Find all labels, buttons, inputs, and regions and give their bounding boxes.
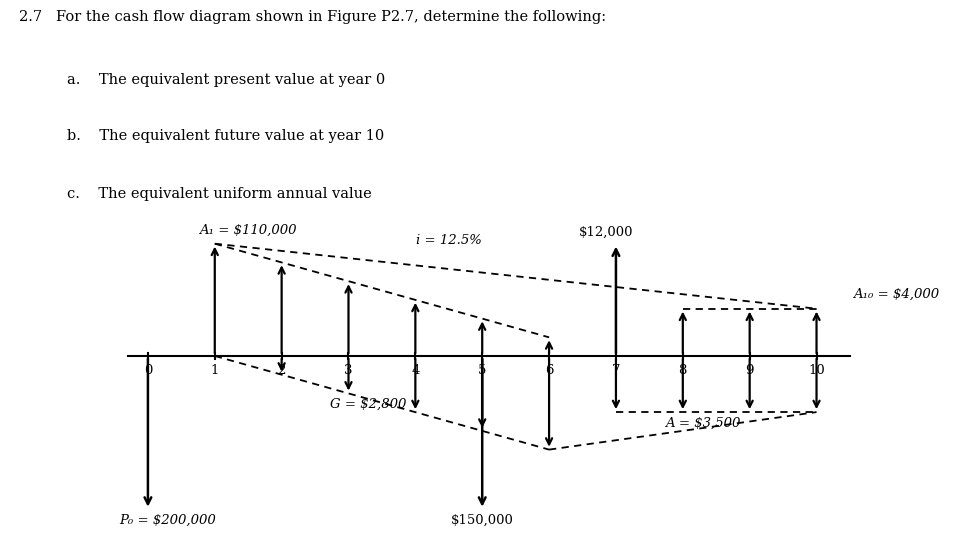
Text: 5: 5 [477,364,486,377]
Text: c.    The equivalent uniform annual value: c. The equivalent uniform annual value [67,187,371,202]
Text: 0: 0 [144,364,152,377]
Text: 10: 10 [807,364,824,377]
Text: b.    The equivalent future value at year 10: b. The equivalent future value at year 1… [67,129,384,143]
Text: i = 12.5%: i = 12.5% [416,233,481,247]
Text: $12,000: $12,000 [578,226,633,239]
Text: A₁₀ = $4,000: A₁₀ = $4,000 [852,287,939,300]
Text: G = $2,800: G = $2,800 [330,398,406,411]
Text: P₀ = $200,000: P₀ = $200,000 [119,514,216,527]
Text: 2: 2 [277,364,286,377]
Text: 9: 9 [744,364,753,377]
Text: a.    The equivalent present value at year 0: a. The equivalent present value at year … [67,73,385,87]
Text: A = $3,500: A = $3,500 [664,416,740,430]
Text: 6: 6 [544,364,553,377]
Text: 3: 3 [344,364,353,377]
Text: 1: 1 [211,364,219,377]
Text: A₁ = $110,000: A₁ = $110,000 [199,223,296,236]
Text: $150,000: $150,000 [451,514,513,527]
Text: 4: 4 [411,364,419,377]
Text: 7: 7 [611,364,619,377]
Text: 8: 8 [678,364,686,377]
Text: 2.7   For the cash flow diagram shown in Figure P2.7, determine the following:: 2.7 For the cash flow diagram shown in F… [19,10,605,25]
